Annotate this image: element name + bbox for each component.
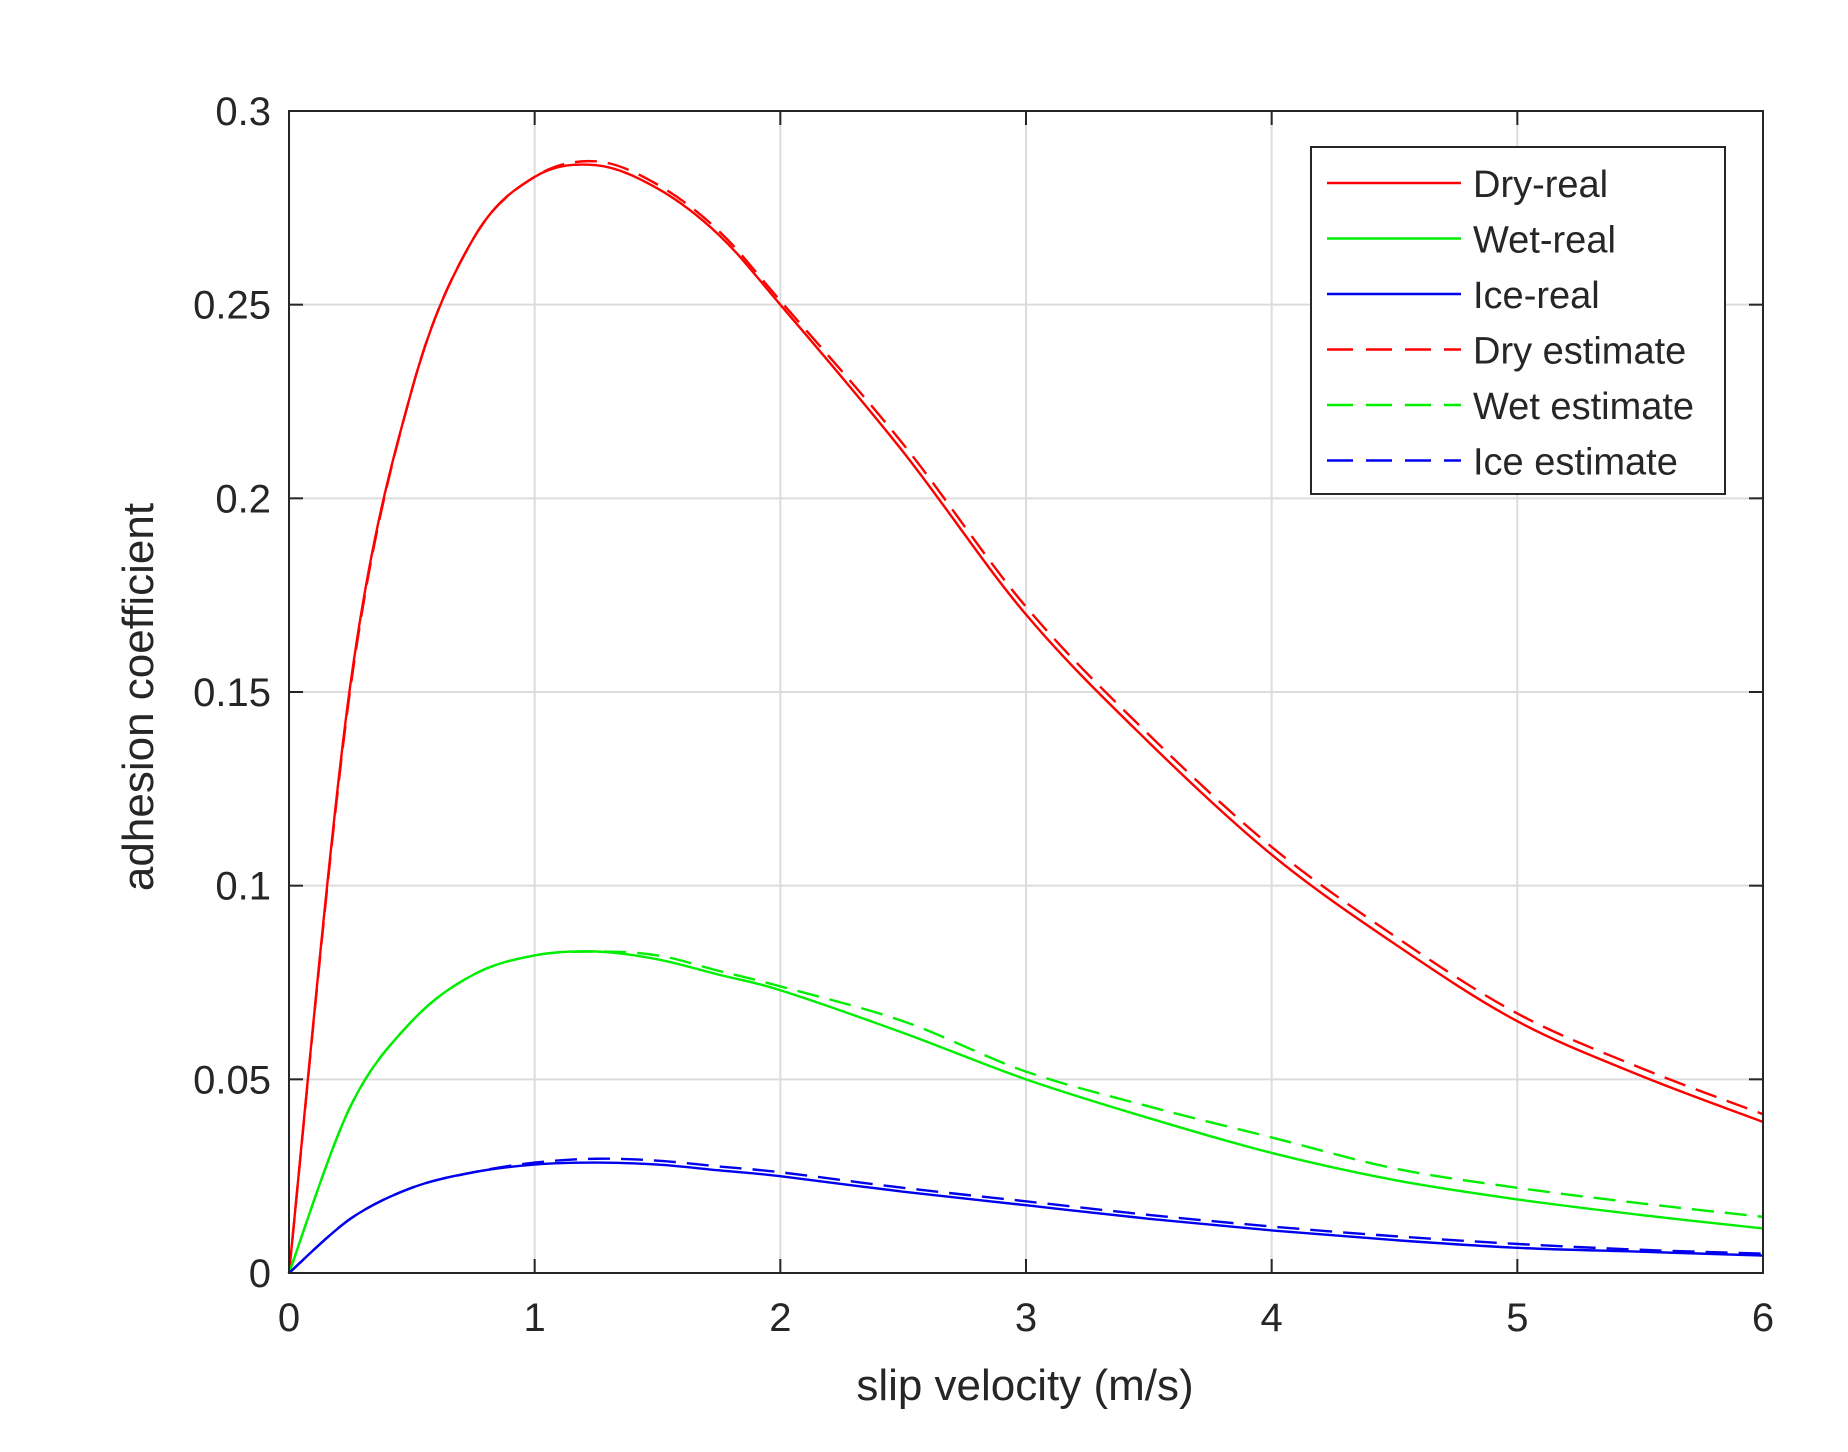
x-tick-label: 1 [524, 1296, 546, 1340]
y-tick-labels: 0 0.05 0.1 0.15 0.2 0.25 0.3 [193, 90, 271, 1296]
y-tick-label: 0 [249, 1252, 271, 1296]
x-tick-labels: 0 1 2 3 4 5 6 [278, 1296, 1774, 1340]
y-tick-label: 0.3 [215, 90, 271, 134]
y-tick-label: 0.1 [215, 865, 271, 909]
x-axis-label: slip velocity (m/s) [856, 1361, 1193, 1410]
legend-label-ice-estimate: Ice estimate [1473, 442, 1678, 484]
legend-label-dry-estimate: Dry estimate [1473, 331, 1686, 373]
legend-label-wet-estimate: Wet estimate [1473, 386, 1694, 428]
x-tick-label: 6 [1752, 1296, 1774, 1340]
x-tick-label: 5 [1506, 1296, 1528, 1340]
series-line-ice-estimate [288, 1157, 1764, 1274]
legend-label-wet-real: Wet-real [1473, 220, 1616, 262]
legend: Dry-real Wet-real Ice-real Dry estimate Wet … [1310, 146, 1726, 495]
x-tick-label: 0 [278, 1296, 300, 1340]
series-line-wet-estimate [287, 950, 1764, 1274]
axis-ticks [288, 110, 1764, 1274]
series-line-dry-real [287, 163, 1764, 1274]
y-tick-label: 0.05 [193, 1058, 271, 1102]
x-tick-label: 4 [1261, 1296, 1283, 1340]
y-axis-label: adhesion coefficient [114, 503, 163, 891]
y-tick-label: 0.25 [193, 284, 271, 328]
y-tick-label: 0.2 [215, 477, 271, 521]
legend-label-ice-real: Ice-real [1473, 275, 1600, 317]
x-tick-label: 3 [1015, 1296, 1037, 1340]
legend-label-dry-real: Dry-real [1473, 164, 1608, 206]
y-tick-label: 0.15 [193, 671, 271, 715]
legend-box [1310, 146, 1726, 495]
x-tick-label: 2 [769, 1296, 791, 1340]
series-lines [287, 159, 1764, 1274]
series-line-dry-estimate [287, 159, 1764, 1274]
